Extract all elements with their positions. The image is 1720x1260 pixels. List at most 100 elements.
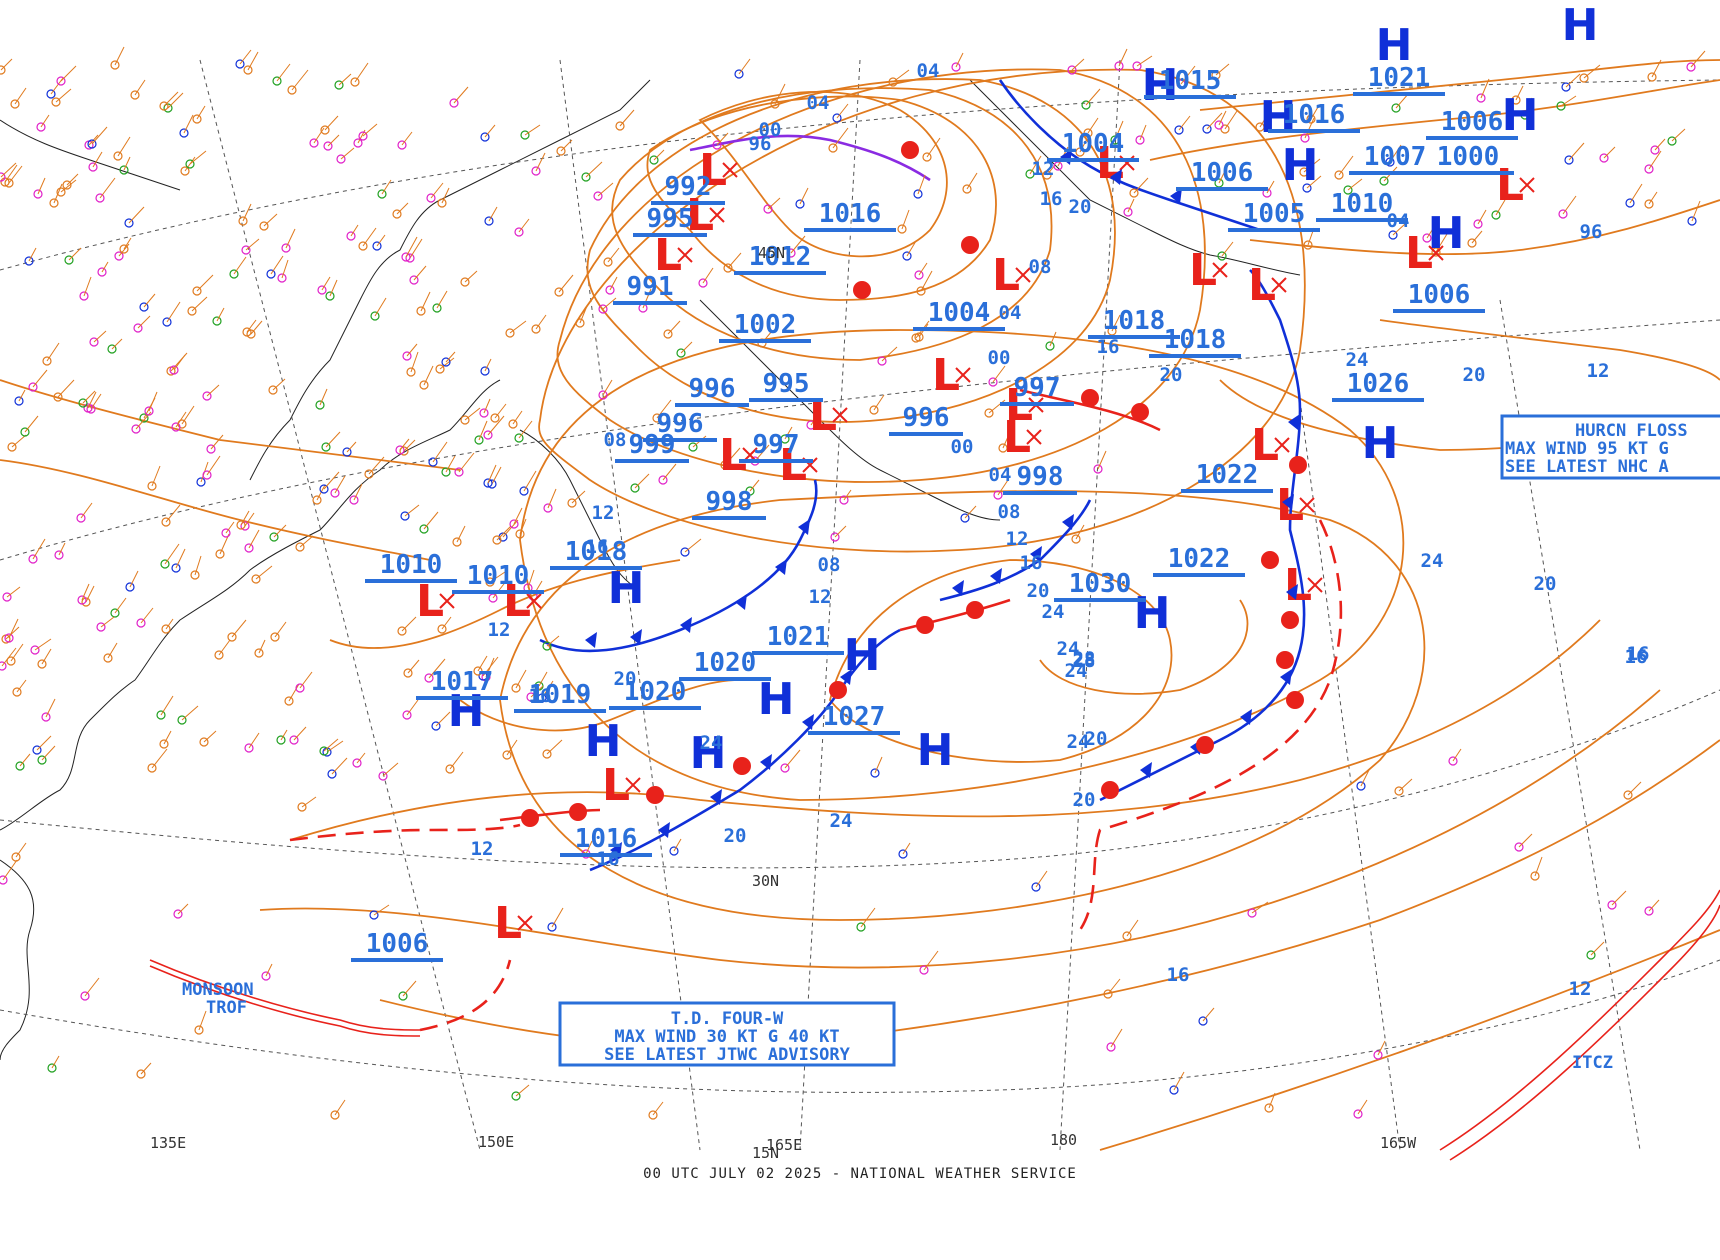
footer-credit: 00 UTC JULY 02 2025 - NATIONAL WEATHER S… (643, 1166, 1077, 1182)
high-pressure-center: H (608, 563, 645, 614)
isobar-value-label: 20 (724, 825, 747, 847)
low-pressure-center: L (1248, 260, 1276, 311)
svg-text:HURCN FLOSS: HURCN FLOSS (1575, 421, 1688, 441)
isobar-value-label: 20 (1534, 573, 1557, 595)
isobar-value-label: 12 (1569, 978, 1592, 1000)
isobar-value-label: 04 (999, 302, 1022, 324)
warm-front-barb (966, 601, 984, 619)
warm-front-barb (521, 809, 539, 827)
isobar-value-label: 08 (1029, 256, 1052, 278)
low-pressure-center: L (719, 430, 747, 481)
hurricane-flossie-advisory-box: HURCN FLOSS MAX WIND 95 KT G SEE LATEST … (1500, 414, 1720, 480)
svg-text:1006: 1006 (1408, 280, 1471, 310)
svg-text:1022: 1022 (1196, 460, 1259, 490)
isobar-value-label: 16 (597, 848, 620, 870)
isobar-value-label: 28 (1073, 650, 1096, 672)
warm-front-barb (1196, 736, 1214, 754)
pressure-label: 999 (615, 430, 689, 463)
isobar-value-label: 08 (604, 429, 627, 451)
cold-front-barb (1062, 514, 1074, 530)
cold-front-barb (1140, 762, 1152, 778)
svg-text:1005: 1005 (1243, 199, 1306, 229)
lon-label: 180 (1050, 1131, 1077, 1149)
svg-text:995: 995 (763, 369, 810, 399)
svg-text:1000: 1000 (1437, 142, 1500, 172)
cold-front-barb (1030, 546, 1042, 562)
svg-text:T.D. FOUR-W: T.D. FOUR-W (671, 1009, 784, 1029)
svg-text:1006: 1006 (366, 929, 429, 959)
cold-front-barb (990, 568, 1002, 584)
cold-front (998, 79, 1261, 232)
lat-label: 45N (758, 244, 785, 262)
svg-text:SEE LATEST JTWC ADVISORY: SEE LATEST JTWC ADVISORY (604, 1045, 850, 1065)
pressure-label: 1018 (1088, 306, 1180, 339)
warm-front-barb (901, 141, 919, 159)
svg-text:1026: 1026 (1347, 369, 1410, 399)
isobar-value-label: 04 (989, 464, 1012, 486)
isobar-value-label: 12 (1032, 158, 1055, 180)
pressure-label: 1002 (719, 310, 811, 343)
isobar-value-label: 04 (917, 60, 940, 82)
pressure-label: 998 (1003, 462, 1077, 495)
warm-front-barb (916, 616, 934, 634)
pressure-label: 992 (651, 172, 725, 205)
pressure-centers: HHHHHHHHHHHHHHHHLLLLLLLLLLLLLLLLLLLLLL (416, 0, 1598, 949)
coastlines (0, 79, 1301, 1061)
low-pressure-center: L (494, 898, 522, 949)
itcz-band (1439, 889, 1720, 1161)
pressure-label: 1010 (365, 550, 457, 583)
monsoon-trough-label: MONSOON TROF (182, 980, 254, 1018)
pressure-label: 1015 (1144, 66, 1236, 99)
low-pressure-center: L (416, 576, 444, 627)
low-pressure-center: L (779, 440, 807, 491)
low-pressure-center: L (932, 350, 960, 401)
svg-text:1015: 1015 (1159, 66, 1222, 96)
isobar-value-label: 16 (1167, 964, 1190, 986)
lon-label: 135E (150, 1134, 186, 1152)
svg-text:1016: 1016 (1283, 100, 1346, 130)
fronts (289, 79, 1343, 1032)
svg-text:1018: 1018 (565, 537, 628, 567)
svg-text:997: 997 (753, 430, 800, 460)
cold-front-barb (760, 754, 772, 770)
pressure-label: 996 (643, 409, 717, 442)
isobar-value-label: 08 (818, 554, 841, 576)
isobar-value-label: 24 (1067, 731, 1090, 753)
cold-front-barb (630, 629, 642, 645)
high-pressure-center: H (917, 725, 954, 776)
isobar-value-label: 12 (592, 502, 615, 524)
cold-front-barb (952, 580, 964, 596)
low-pressure-center: L (1405, 228, 1433, 279)
warm-front-barb (829, 681, 847, 699)
isobar-value-label: 12 (1587, 360, 1610, 382)
stationary-front (289, 823, 521, 842)
svg-text:1007: 1007 (1364, 142, 1427, 172)
isobar-value-label: 16 (1097, 336, 1120, 358)
svg-text:1016: 1016 (819, 199, 882, 229)
svg-text:1030: 1030 (1069, 569, 1132, 599)
pressure-label: 1004 (913, 298, 1005, 331)
svg-text:1010: 1010 (1331, 189, 1394, 219)
svg-text:TROF: TROF (206, 998, 247, 1018)
isobar-value-label: 20 (1085, 728, 1108, 750)
pressure-label: 1020 (679, 648, 771, 681)
svg-text:1020: 1020 (694, 648, 757, 678)
isobar-value-label: 24 (700, 732, 723, 754)
isobar-value-label: 00 (759, 119, 782, 141)
cold-front-barb (680, 617, 692, 633)
svg-text:1019: 1019 (529, 680, 592, 710)
pressure-label: 1030 (1054, 569, 1146, 602)
warm-front-barb (1281, 611, 1299, 629)
stationary-front (1078, 519, 1343, 931)
warm-front-barb (961, 236, 979, 254)
isobar-value-label: 00 (951, 436, 974, 458)
pressure-label: 1019 (514, 680, 606, 713)
td-four-w-advisory-box: T.D. FOUR-W MAX WIND 30 KT G 40 KT SEE L… (558, 1001, 896, 1067)
svg-text:1017: 1017 (431, 667, 494, 697)
cold-front-barb (710, 789, 722, 805)
pressure-label: 1021 (752, 622, 844, 655)
grid-labels: 150E 165E 180 165W 135E 30N 15N 45N (150, 244, 1417, 1162)
high-pressure-center: H (758, 674, 795, 725)
monsoon-trough-line (149, 959, 421, 1037)
low-pressure-center: L (686, 190, 714, 241)
